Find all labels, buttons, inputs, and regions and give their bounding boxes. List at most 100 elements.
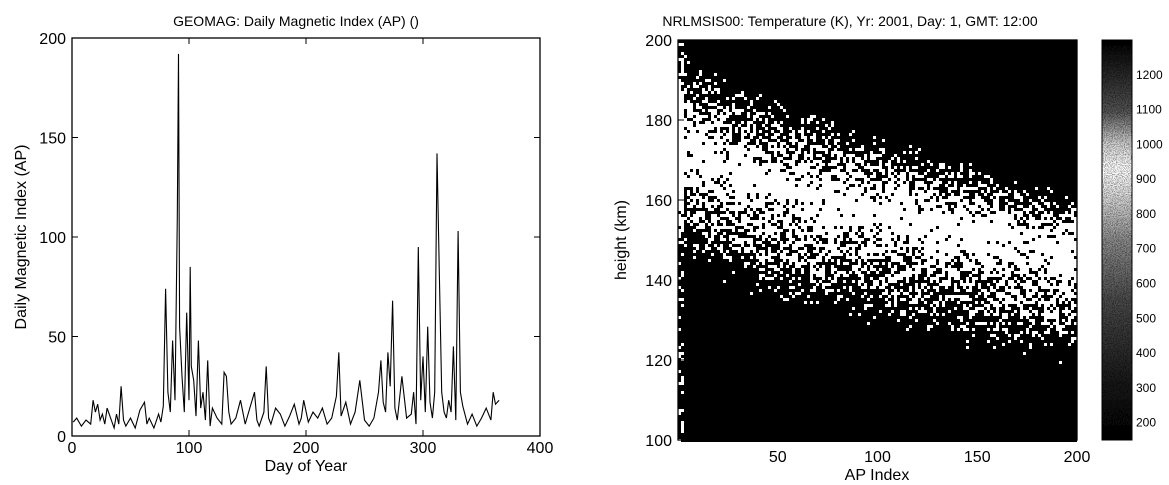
- heatmap-cell: [699, 391, 702, 394]
- heatmap-cell: [780, 361, 783, 364]
- heatmap-cell: [684, 409, 687, 412]
- heatmap-cell: [765, 76, 768, 79]
- heatmap-cell: [795, 94, 798, 97]
- heatmap-cell: [696, 322, 699, 325]
- heatmap-cell: [783, 124, 786, 127]
- heatmap-cell: [690, 325, 693, 328]
- heatmap-cell: [732, 421, 735, 424]
- heatmap-cell: [690, 256, 693, 259]
- heatmap-cell: [756, 307, 759, 310]
- heatmap-cell: [714, 274, 717, 277]
- heatmap-cell: [732, 397, 735, 400]
- heatmap-cell: [690, 295, 693, 298]
- heatmap-cell: [708, 427, 711, 430]
- heatmap-cell: [819, 307, 822, 310]
- heatmap-cell: [723, 292, 726, 295]
- heatmap-cell: [774, 79, 777, 82]
- heatmap-cell: [684, 337, 687, 340]
- heatmap-cell: [723, 49, 726, 52]
- heatmap-cell: [765, 391, 768, 394]
- heatmap-cell: [822, 202, 825, 205]
- heatmap-cell: [810, 175, 813, 178]
- heatmap-cell: [699, 268, 702, 271]
- heatmap-cell: [717, 433, 720, 436]
- heatmap-cell: [819, 91, 822, 94]
- heatmap-cell: [720, 427, 723, 430]
- heatmap-cell: [693, 91, 696, 94]
- heatmap-cell: [801, 295, 804, 298]
- heatmap-cell: [702, 118, 705, 121]
- heatmap-cell: [810, 367, 813, 370]
- heatmap-cell: [717, 109, 720, 112]
- heatmap-cell: [705, 295, 708, 298]
- heatmap-cell: [732, 259, 735, 262]
- heatmap-cell: [747, 94, 750, 97]
- heatmap-cell: [738, 316, 741, 319]
- heatmap-cell: [765, 292, 768, 295]
- heatmap-cell: [759, 310, 762, 313]
- heatmap-cell: [789, 52, 792, 55]
- heatmap-cell: [804, 244, 807, 247]
- heatmap-cell: [696, 328, 699, 331]
- heatmap-cell: [687, 253, 690, 256]
- heatmap-cell: [753, 430, 756, 433]
- heatmap-cell: [705, 379, 708, 382]
- heatmap-cell: [759, 157, 762, 160]
- geomag-ytick-label: 200: [39, 31, 66, 48]
- heatmap-cell: [777, 283, 780, 286]
- heatmap-cell: [777, 385, 780, 388]
- heatmap-cell: [774, 370, 777, 373]
- heatmap-cell: [810, 100, 813, 103]
- heatmap-cell: [795, 145, 798, 148]
- heatmap-cell: [678, 295, 681, 298]
- heatmap-cell: [801, 148, 804, 151]
- heatmap-cell: [678, 394, 681, 397]
- heatmap-cell: [690, 379, 693, 382]
- heatmap-cell: [717, 349, 720, 352]
- heatmap-cell: [789, 121, 792, 124]
- heatmap-cell: [807, 328, 810, 331]
- heatmap-cell: [732, 130, 735, 133]
- heatmap-cell: [702, 244, 705, 247]
- heatmap-cell: [777, 94, 780, 97]
- heatmap-cell: [777, 214, 780, 217]
- heatmap-cell: [741, 352, 744, 355]
- heatmap-cell: [732, 427, 735, 430]
- heatmap-cell: [708, 403, 711, 406]
- heatmap-cell: [810, 436, 813, 439]
- heatmap-cell: [699, 403, 702, 406]
- heatmap-cell: [711, 382, 714, 385]
- heatmap-cell: [744, 379, 747, 382]
- heatmap-cell: [738, 79, 741, 82]
- heatmap-cell: [750, 424, 753, 427]
- heatmap-cell: [804, 43, 807, 46]
- heatmap-cell: [807, 115, 810, 118]
- heatmap-cell: [801, 424, 804, 427]
- heatmap-cell: [777, 76, 780, 79]
- heatmap-cell: [708, 313, 711, 316]
- heatmap-cell: [726, 358, 729, 361]
- geomag-xtick-label: 0: [68, 440, 77, 457]
- heatmap-cell: [705, 280, 708, 283]
- heatmap-cell: [768, 373, 771, 376]
- heatmap-cell: [822, 379, 825, 382]
- heatmap-cell: [717, 322, 720, 325]
- heatmap-cell: [783, 232, 786, 235]
- heatmap-cell: [711, 415, 714, 418]
- heatmap-cell: [777, 376, 780, 379]
- heatmap-cell: [714, 313, 717, 316]
- heatmap-cell: [792, 67, 795, 70]
- heatmap-cell: [729, 76, 732, 79]
- heatmap-cell: [702, 271, 705, 274]
- heatmap-cell: [822, 70, 825, 73]
- heatmap-cell: [750, 406, 753, 409]
- heatmap-cell: [822, 385, 825, 388]
- heatmap-cell: [771, 157, 774, 160]
- heatmap-cell: [759, 343, 762, 346]
- heatmap-cell: [798, 280, 801, 283]
- heatmap-cell: [807, 364, 810, 367]
- heatmap-cell: [744, 61, 747, 64]
- heatmap-cell: [744, 76, 747, 79]
- heatmap-cell: [795, 130, 798, 133]
- heatmap-cell: [807, 40, 810, 43]
